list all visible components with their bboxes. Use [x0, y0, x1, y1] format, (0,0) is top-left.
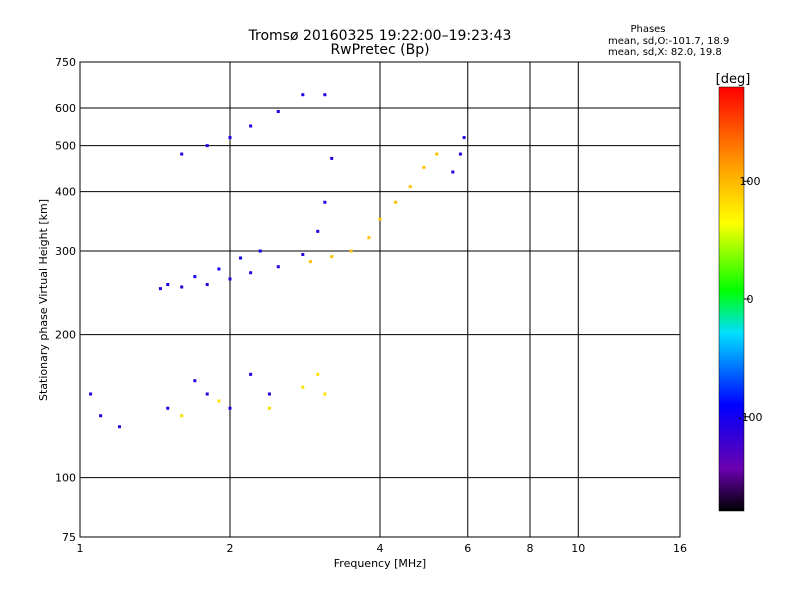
data-point-3-8: [435, 152, 439, 156]
data-point-0-2: [205, 283, 209, 287]
y-axis-label: Stationary phase Virtual Height [km]: [37, 199, 50, 401]
data-point-2-1: [193, 275, 197, 279]
data-point-3-4: [378, 217, 382, 221]
data-points: [89, 93, 466, 429]
data-point-1-3: [249, 124, 253, 128]
data-point-0-6: [301, 252, 305, 256]
data-point-6-3: [301, 385, 305, 389]
data-point-0-0: [158, 287, 162, 291]
data-point-5-4: [193, 379, 197, 383]
x-tick-8: 8: [527, 542, 534, 555]
data-point-3-2: [349, 249, 353, 253]
chart-subtitle: RwPretec (Bp): [330, 42, 429, 58]
data-point-6-2: [267, 406, 271, 410]
y-tick-300: 300: [55, 245, 76, 258]
data-point-3-0: [308, 260, 312, 264]
data-point-6-0: [180, 414, 184, 418]
phase-stats-o: mean, sd,O:-101.7, 18.9: [608, 36, 729, 47]
y-tick-500: 500: [55, 140, 76, 153]
y-tick-75: 75: [62, 531, 76, 544]
data-point-0-1: [180, 285, 184, 289]
data-point-0-8: [323, 200, 327, 204]
data-point-5-6: [228, 406, 232, 410]
colorbar-tick-0: 0: [747, 293, 754, 306]
data-point-4-2: [462, 136, 466, 140]
data-point-5-0: [89, 392, 93, 396]
data-point-5-3: [166, 406, 170, 410]
y-tick-750: 750: [55, 56, 76, 69]
x-tick-6: 6: [464, 542, 471, 555]
data-point-5-7: [249, 372, 253, 376]
colorbar-ticks: 100 0 -100: [738, 175, 763, 424]
x-tick-labels: 1 2 4 6 8 10 16: [77, 542, 688, 555]
data-point-4-0: [451, 170, 455, 174]
data-point-6-5: [323, 392, 327, 396]
data-point-0-7: [316, 229, 320, 233]
data-point-0-5: [276, 265, 280, 269]
data-point-5-2: [117, 425, 121, 429]
data-point-2-0: [166, 283, 170, 287]
data-point-2-4: [258, 249, 262, 253]
data-point-1-6: [323, 93, 327, 97]
data-point-2-3: [239, 256, 243, 260]
x-axis-label: Frequency [MHz]: [334, 557, 426, 570]
data-point-3-6: [408, 185, 412, 189]
plot-area: 1 2 4 6 8 10 16 75 100 200 300 400 500 600 750: [55, 56, 687, 555]
colorbar-tick--100: -100: [738, 411, 763, 424]
data-point-3-7: [422, 165, 426, 169]
colorbar: [deg] 100 0 -100: [716, 72, 763, 512]
data-point-1-0: [180, 152, 184, 156]
colorbar-tick-100: 100: [740, 175, 761, 188]
data-point-0-3: [228, 277, 232, 281]
y-tick-100: 100: [55, 472, 76, 485]
data-point-4-1: [458, 152, 462, 156]
data-point-1-4: [276, 109, 280, 113]
data-point-5-5: [205, 392, 209, 396]
data-point-1-2: [228, 136, 232, 140]
data-point-2-2: [217, 267, 221, 271]
data-point-6-1: [217, 399, 221, 403]
gridlines: [80, 62, 680, 537]
data-point-3-5: [394, 200, 398, 204]
colorbar-label: [deg]: [716, 72, 751, 87]
phase-stats-title: Phases: [630, 24, 665, 35]
data-point-1-5: [301, 93, 305, 97]
x-tick-16: 16: [673, 542, 687, 555]
colorbar-gradient: [718, 86, 745, 512]
phase-stats-x: mean, sd,X: 82.0, 19.8: [608, 47, 722, 58]
x-tick-2: 2: [227, 542, 234, 555]
y-tick-400: 400: [55, 186, 76, 199]
data-point-0-4: [249, 271, 253, 275]
y-tick-200: 200: [55, 329, 76, 342]
x-tick-10: 10: [571, 542, 585, 555]
data-point-5-8: [267, 392, 271, 396]
data-point-3-3: [367, 236, 371, 240]
data-point-1-1: [205, 144, 209, 148]
x-tick-4: 4: [377, 542, 384, 555]
chart-title: Tromsø 20160325 19:22:00–19:23:43: [248, 28, 512, 44]
data-point-3-1: [330, 255, 334, 259]
x-tick-1: 1: [77, 542, 84, 555]
y-tick-600: 600: [55, 102, 76, 115]
data-point-0-9: [330, 156, 334, 160]
y-tick-labels: 75 100 200 300 400 500 600 750: [55, 56, 76, 544]
data-point-6-4: [316, 372, 320, 376]
data-point-5-1: [99, 414, 103, 418]
